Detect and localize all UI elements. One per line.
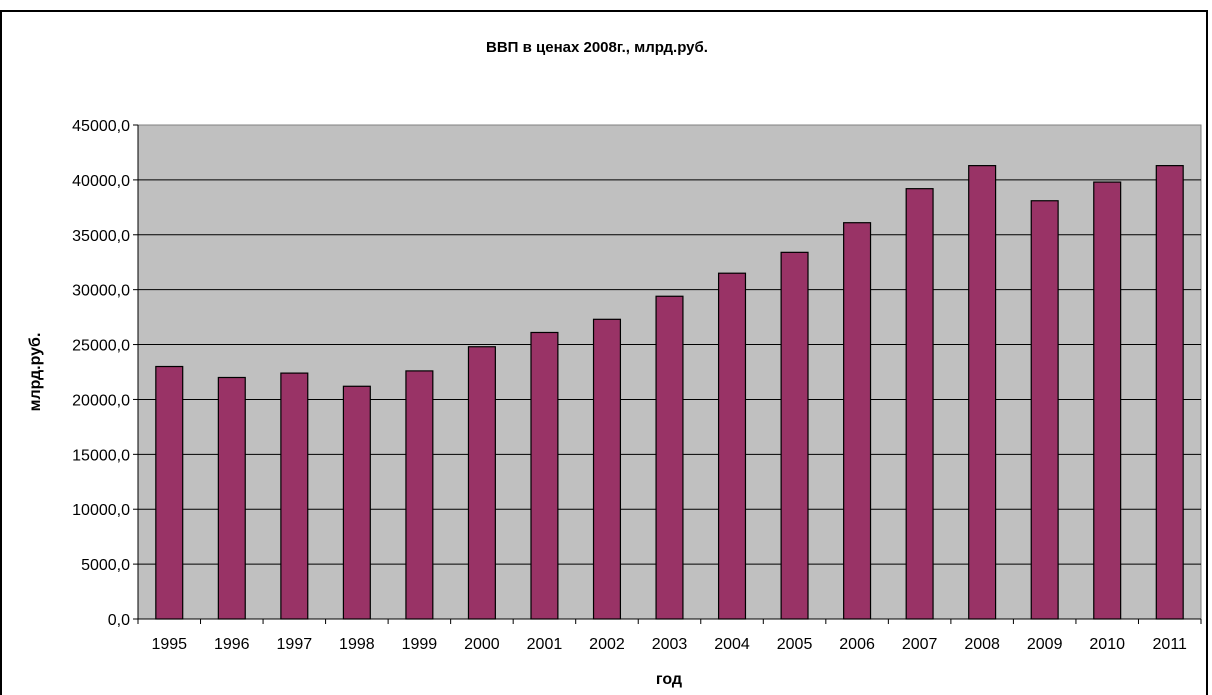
- bar-1999: [405, 370, 434, 620]
- y-tick-label: 5000,0: [81, 557, 130, 574]
- x-tick-label: 2005: [777, 636, 813, 653]
- bar-2008: [968, 165, 997, 620]
- x-tick-label: 2002: [589, 636, 625, 653]
- bar-1997: [280, 372, 309, 620]
- x-tick-label: 2010: [1089, 636, 1125, 653]
- y-tick-label: 20000,0: [72, 392, 130, 409]
- x-tick-label: 2008: [964, 636, 1000, 653]
- bar-2007: [905, 188, 934, 620]
- y-tick-label: 0,0: [108, 612, 130, 629]
- y-axis-title: млрд.руб.: [27, 333, 44, 412]
- bar-2011: [1155, 165, 1184, 620]
- x-tick-label: 1995: [151, 636, 187, 653]
- y-tick-label: 35000,0: [72, 228, 130, 245]
- x-tick-label: 2000: [464, 636, 500, 653]
- x-tick-label: 2009: [1027, 636, 1063, 653]
- bar-1995: [155, 365, 184, 620]
- bar-2004: [717, 272, 747, 620]
- x-tick-label: 1997: [277, 636, 313, 653]
- x-tick-label: 2007: [902, 636, 938, 653]
- x-tick-label: 2011: [1153, 636, 1188, 653]
- x-axis-title: год: [656, 671, 682, 688]
- bar-2010: [1093, 181, 1122, 620]
- x-tick-label: 1996: [214, 636, 250, 653]
- bar-1996: [217, 376, 246, 620]
- bars: [155, 165, 1184, 620]
- x-tick-label: 1998: [339, 636, 375, 653]
- bar-2005: [780, 251, 809, 620]
- bar-2000: [467, 346, 496, 620]
- x-tick-labels: 1995 1996 1997 1998 1999 2000 2001 2002 2003 2004…: [137, 619, 1202, 653]
- bar-2009: [1030, 200, 1059, 620]
- bar-2001: [530, 331, 559, 620]
- chart-title: ВВП в ценах 2008г., млрд.руб.: [486, 39, 708, 56]
- y-tick-labels: 0,0 5000,0 10000,0 15000,0 20000,0 25000,0 300…: [72, 118, 138, 629]
- bar-2003: [655, 295, 684, 620]
- y-tick-label: 40000,0: [72, 173, 130, 190]
- y-tick-label: 10000,0: [72, 502, 130, 519]
- y-tick-label: 15000,0: [72, 447, 130, 464]
- bar-2006: [843, 222, 872, 620]
- y-tick-label: 45000,0: [72, 118, 130, 135]
- y-tick-label: 25000,0: [72, 338, 130, 355]
- x-tick-label: 2001: [527, 636, 563, 653]
- bar-1998: [342, 385, 371, 620]
- x-tick-label: 2006: [839, 636, 875, 653]
- y-tick-label: 30000,0: [72, 283, 130, 300]
- x-tick-label: 2004: [714, 636, 750, 653]
- x-tick-label: 2003: [652, 636, 688, 653]
- x-tick-label: 1999: [402, 636, 438, 653]
- bar-2002: [592, 318, 622, 620]
